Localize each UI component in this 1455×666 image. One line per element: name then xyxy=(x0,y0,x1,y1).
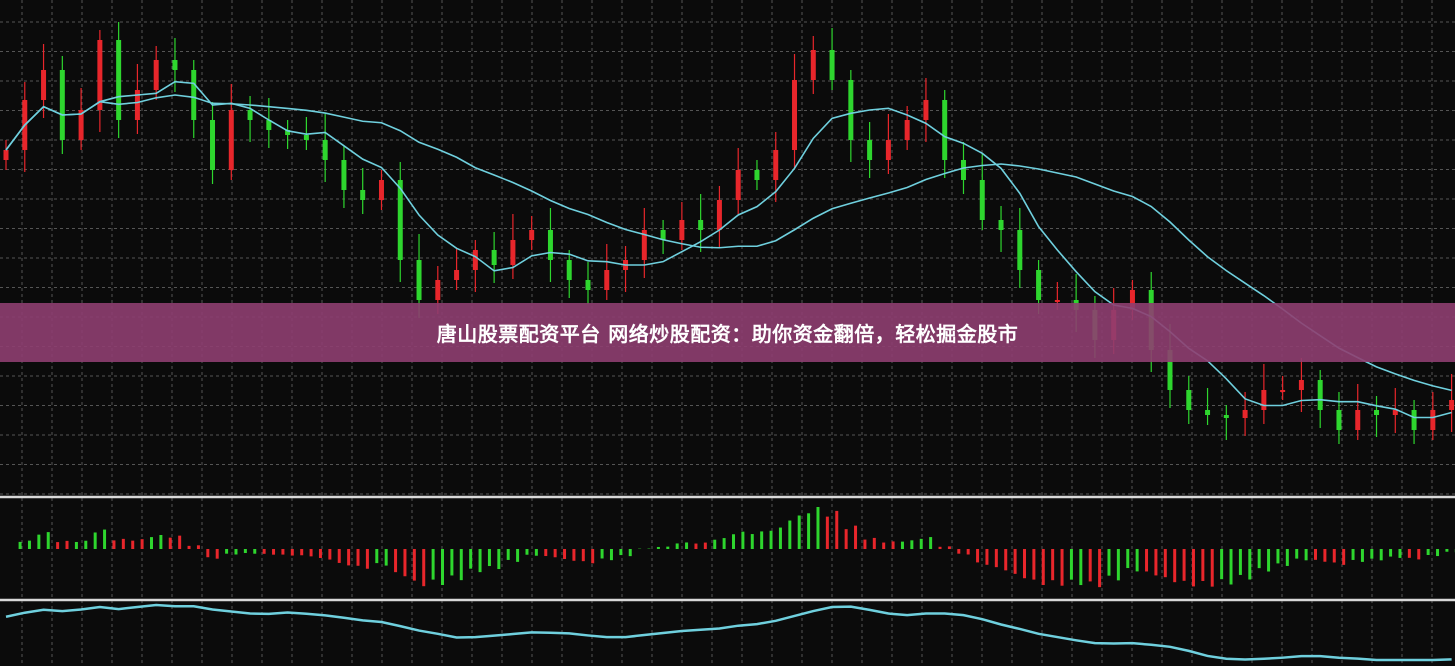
candle-down xyxy=(698,220,704,230)
candle-down xyxy=(998,220,1004,230)
candle-up xyxy=(378,180,384,200)
candle-down xyxy=(1205,410,1211,415)
candle-down xyxy=(960,160,966,180)
candle-down xyxy=(397,180,403,260)
ma-short-line xyxy=(5,80,1452,419)
candle-down xyxy=(172,60,178,70)
candle-down xyxy=(547,230,553,260)
candle-down xyxy=(360,190,366,200)
candle-up xyxy=(510,240,516,265)
ma-long-line xyxy=(5,94,1452,392)
candle-up xyxy=(228,110,234,170)
candle-up xyxy=(923,100,929,120)
candle-up xyxy=(3,150,9,160)
candle-up xyxy=(716,200,722,230)
candle-up xyxy=(1392,410,1398,415)
candle-down xyxy=(848,80,854,140)
candle-up xyxy=(1261,390,1267,410)
candle-down xyxy=(660,230,666,240)
candle-up xyxy=(885,140,891,160)
candle-down xyxy=(416,260,422,300)
candle-down xyxy=(59,70,65,140)
candle-down xyxy=(1017,230,1023,270)
candle-down xyxy=(979,180,985,220)
candle-up xyxy=(529,230,535,240)
candle-down xyxy=(266,120,272,130)
candle-down xyxy=(1374,410,1380,415)
candle-down xyxy=(322,140,328,160)
candle-down xyxy=(754,170,760,180)
candle-up xyxy=(435,280,441,300)
candle-up xyxy=(735,170,741,200)
candle-up xyxy=(472,250,478,270)
candle-down xyxy=(191,70,197,120)
candle-up xyxy=(1054,300,1060,302)
oscillator-line xyxy=(5,603,1452,662)
candle-down xyxy=(867,140,873,160)
banner-title: 唐山股票配资平台 网络炒股配资：助你资金翻倍，轻松掘金股市 xyxy=(436,322,1019,346)
candle-up xyxy=(604,270,610,290)
candle-down xyxy=(1186,390,1192,410)
candle-up xyxy=(454,270,460,280)
candle-up xyxy=(904,120,910,140)
candle-up xyxy=(773,150,779,180)
candle-down xyxy=(942,100,948,160)
candle-down xyxy=(341,160,347,190)
candle-down xyxy=(210,120,216,170)
candle-up xyxy=(679,220,685,240)
candle-down xyxy=(566,260,572,280)
candle-up xyxy=(641,230,647,260)
candle-down xyxy=(1317,380,1323,410)
candle-down xyxy=(491,250,497,265)
candle-up xyxy=(78,110,84,140)
candle-up xyxy=(1242,410,1248,418)
candle-down xyxy=(829,50,835,80)
candle-up xyxy=(1129,290,1135,310)
candle-up xyxy=(97,40,103,110)
candle-down xyxy=(585,280,591,290)
candle-down xyxy=(247,110,253,120)
candle-down xyxy=(285,130,291,135)
candle-up xyxy=(153,60,159,90)
title-banner: 唐山股票配资平台 网络炒股配资：助你资金翻倍，轻松掘金股市 xyxy=(0,303,1455,362)
candle-down xyxy=(303,135,309,140)
candle-up xyxy=(1449,400,1455,410)
candle-down xyxy=(1411,410,1417,430)
candle-up xyxy=(810,50,816,80)
candle-up xyxy=(41,70,47,100)
candle-up xyxy=(1280,390,1286,392)
candle-up xyxy=(134,90,140,120)
candle-down xyxy=(1223,415,1229,418)
candle-down xyxy=(1167,350,1173,390)
candle-down xyxy=(116,40,122,120)
candle-up xyxy=(792,80,798,150)
candle-up xyxy=(1298,380,1304,390)
candle-up xyxy=(1355,410,1361,430)
candle-up xyxy=(1430,410,1436,430)
candle-down xyxy=(1336,410,1342,430)
candle-down xyxy=(1036,270,1042,300)
